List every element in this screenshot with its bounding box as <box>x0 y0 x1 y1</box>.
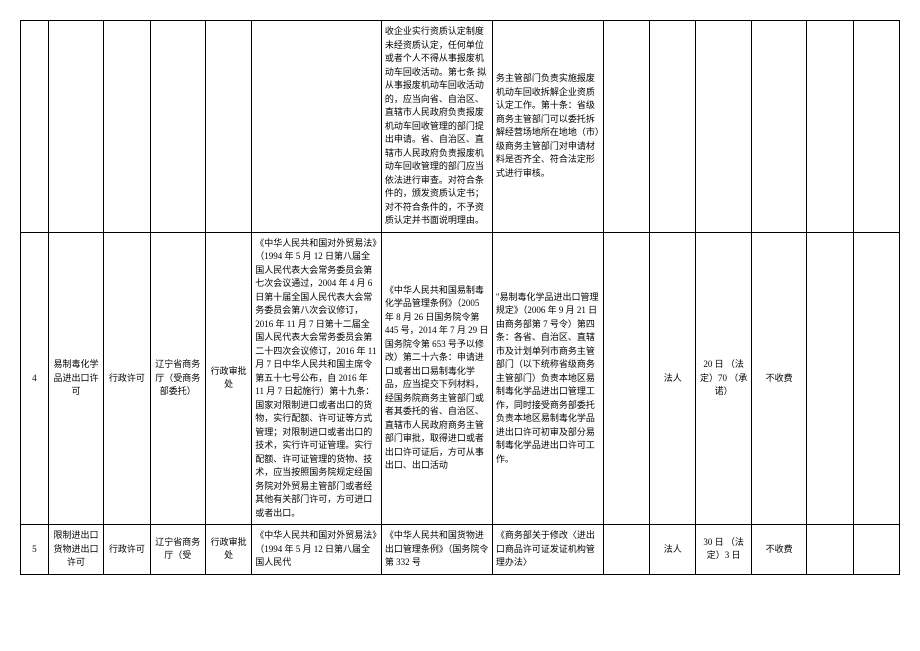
table-row: 4 易制毒化学品进出口许可 行政许可 辽宁省商务厅（受商务部委托） 行政审批处 … <box>21 232 900 525</box>
cell-days: 30 日 （法定）3 日 <box>696 525 752 575</box>
cell-dept <box>150 21 206 233</box>
cell-basis2: 收企业实行资质认定制度未经资质认定，任何单位或者个人不得从事报废机动车回收活动。… <box>381 21 492 233</box>
cell-fee: 不收费 <box>751 525 807 575</box>
cell-basis2: 《中华人民共和国易制毒化学品管理条例》（2005 年 8 月 26 日国务院令第… <box>381 232 492 525</box>
cell-name: 限制进出口货物进出口许可 <box>48 525 104 575</box>
cell-basis3: 务主管部门负责实施报废机动车回收拆解企业资质认定工作。第十条：省级商务主管部门可… <box>492 21 603 233</box>
cell-basis1: 《中华人民共和国对外贸易法》（1994 年 5 月 12 日第八届全国人民代 <box>252 525 382 575</box>
cell-fee <box>751 21 807 233</box>
cell-num <box>21 21 49 233</box>
cell-type <box>104 21 150 233</box>
cell-subject: 法人 <box>650 232 696 525</box>
cell-name: 易制毒化学品进出口许可 <box>48 232 104 525</box>
cell-type: 行政许可 <box>104 525 150 575</box>
cell-basis1 <box>252 21 382 233</box>
cell-basis3: "易制毒化学品进出口管理规定》（2006 年 9 月 21 日由商务部第 7 号… <box>492 232 603 525</box>
cell-blank1 <box>603 21 649 233</box>
cell-blank3 <box>853 232 899 525</box>
cell-days <box>696 21 752 233</box>
cell-cat <box>206 21 252 233</box>
table-row: 5 限制进出口货物进出口许可 行政许可 辽宁省商务厅（受 行政审批处 《中华人民… <box>21 525 900 575</box>
cell-blank3 <box>853 525 899 575</box>
permit-table: 收企业实行资质认定制度未经资质认定，任何单位或者个人不得从事报废机动车回收活动。… <box>20 20 900 575</box>
cell-cat: 行政审批处 <box>206 232 252 525</box>
cell-blank2 <box>807 525 853 575</box>
cell-cat: 行政审批处 <box>206 525 252 575</box>
cell-blank1 <box>603 525 649 575</box>
cell-fee: 不收费 <box>751 232 807 525</box>
cell-blank2 <box>807 21 853 233</box>
cell-basis3: 《商务部关于修改〈进出口商品许可证发证机构管理办法〉 <box>492 525 603 575</box>
table-row: 收企业实行资质认定制度未经资质认定，任何单位或者个人不得从事报废机动车回收活动。… <box>21 21 900 233</box>
cell-blank1 <box>603 232 649 525</box>
cell-basis1: 《中华人民共和国对外贸易法》（1994 年 5 月 12 日第八届全国人民代表大… <box>252 232 382 525</box>
cell-num: 4 <box>21 232 49 525</box>
cell-dept: 辽宁省商务厅（受 <box>150 525 206 575</box>
cell-blank3 <box>853 21 899 233</box>
cell-blank2 <box>807 232 853 525</box>
cell-dept: 辽宁省商务厅（受商务部委托） <box>150 232 206 525</box>
cell-num: 5 <box>21 525 49 575</box>
cell-subject <box>650 21 696 233</box>
cell-name <box>48 21 104 233</box>
cell-subject: 法人 <box>650 525 696 575</box>
cell-basis2: 《中华人民共和国货物进出口管理条例》（国务院令第 332 号 <box>381 525 492 575</box>
cell-days: 20 日 （法定）70 （承诺） <box>696 232 752 525</box>
cell-type: 行政许可 <box>104 232 150 525</box>
